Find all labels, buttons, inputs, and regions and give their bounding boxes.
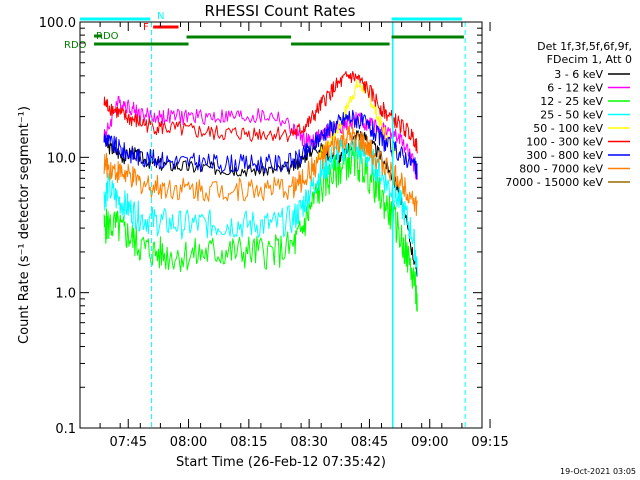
x-tick-label: 08:30 <box>290 435 327 450</box>
series-line-100-300-kev <box>103 71 418 154</box>
legend-label: 300 - 800 keV <box>526 149 603 162</box>
y-tick-label: 10.0 <box>47 151 76 166</box>
legend-label: 7000 - 15000 keV <box>505 176 603 189</box>
y-axis-label: Count Rate (s⁻¹ detector segment⁻¹) <box>17 106 32 344</box>
flare-flag-label: F <box>143 22 149 33</box>
y-tick-label: 0.1 <box>55 422 76 437</box>
night-flag-label: N <box>157 11 164 22</box>
x-axis: 07:45 08:00 08:15 08:30 08:45 09:00 09:15 <box>79 22 509 450</box>
legend-header-line: FDecim 1, Att 0 <box>547 53 632 66</box>
rdo-lower-label: RDO <box>64 40 87 51</box>
legend-label: 100 - 300 keV <box>526 136 603 149</box>
series-line-25-50-kev <box>103 137 418 276</box>
x-tick-label: 08:45 <box>351 435 388 450</box>
legend-label: 12 - 25 keV <box>540 95 603 108</box>
series-line-12-25-kev <box>103 144 418 312</box>
generation-timestamp: 19-Oct-2021 03:05 <box>560 467 636 476</box>
series-line-3-6-kev <box>103 130 418 277</box>
x-tick-label: 08:15 <box>230 435 267 450</box>
plot-content: FN RDO RDO <box>64 11 466 428</box>
chart-title: RHESSI Count Rates <box>205 2 356 20</box>
x-tick-label: 08:00 <box>170 435 207 450</box>
y-tick-label: 100.0 <box>39 16 76 31</box>
legend-label: 6 - 12 keV <box>547 82 603 95</box>
y-tick-label: 1.0 <box>55 287 76 302</box>
y-axis: 100.0 10.0 1.0 0.1 <box>39 16 482 437</box>
x-tick-label: 09:15 <box>471 435 508 450</box>
legend: Det 1f,3f,5f,6f,9f,FDecim 1, Att 0 3 - 6 … <box>505 40 632 189</box>
legend-label: 800 - 7000 keV <box>519 163 603 176</box>
series-line-300-800-kev <box>103 109 418 180</box>
legend-header-line: Det 1f,3f,5f,6f,9f, <box>537 40 632 53</box>
x-tick-label: 07:45 <box>110 435 147 450</box>
legend-label: 25 - 50 keV <box>540 109 603 122</box>
legend-label: 50 - 100 keV <box>533 122 603 135</box>
series-line-800-7000-kev <box>103 125 418 216</box>
x-axis-label: Start Time (26-Feb-12 07:35:42) <box>176 455 386 470</box>
legend-label: 3 - 6 keV <box>554 68 603 81</box>
x-tick-label: 09:00 <box>411 435 448 450</box>
rdo-upper-label: RDO <box>96 31 119 42</box>
